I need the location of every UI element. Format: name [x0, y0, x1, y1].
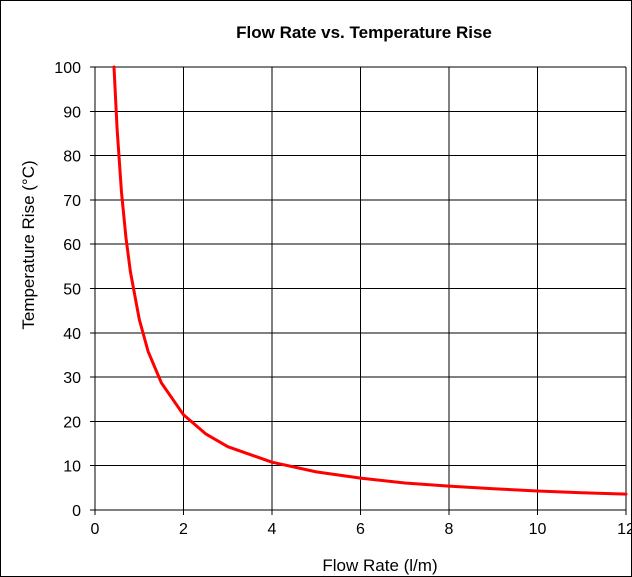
tick-labels: 0 10 20 30 40 50 60 70 80 90 100 0 2 4 6 8 10 12	[54, 60, 632, 538]
y-tick-label: 30	[63, 370, 81, 387]
x-tick-label: 6	[356, 521, 365, 538]
x-tick-label: 2	[179, 521, 188, 538]
x-tick-label: 10	[529, 521, 547, 538]
y-axis-label: Temperature Rise (°C)	[19, 160, 38, 329]
x-tick-label: 8	[445, 521, 454, 538]
x-tick-label: 12	[617, 521, 632, 538]
gridlines	[90, 66, 627, 515]
x-tick-label: 0	[91, 521, 100, 538]
series-line	[112, 65, 628, 496]
y-tick-label: 90	[63, 104, 81, 121]
x-tick-label: 4	[268, 521, 277, 538]
y-tick-label: 40	[63, 326, 81, 343]
y-tick-label: 80	[63, 149, 81, 166]
series-layer	[112, 65, 628, 496]
y-tick-label: 70	[63, 193, 81, 210]
y-tick-label: 60	[63, 237, 81, 254]
y-tick-label: 0	[72, 503, 81, 520]
y-tick-label: 20	[63, 414, 81, 431]
chart-title: Flow Rate vs. Temperature Rise	[236, 23, 492, 42]
y-tick-label: 10	[63, 459, 81, 476]
x-axis-label: Flow Rate (l/m)	[322, 556, 437, 575]
y-tick-label: 100	[54, 60, 81, 77]
y-tick-label: 50	[63, 282, 81, 299]
